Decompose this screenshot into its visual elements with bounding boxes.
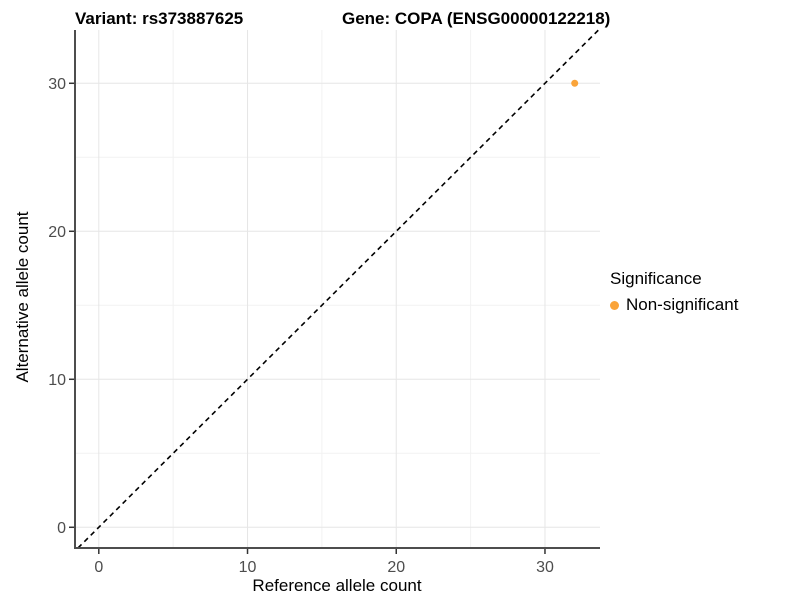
y-axis-title: Alternative allele count <box>13 211 32 383</box>
data-point <box>571 79 579 87</box>
x-tick-label: 30 <box>536 559 554 576</box>
x-tick-label: 20 <box>387 559 405 576</box>
y-tick-label: 30 <box>48 76 66 93</box>
plot-title-gene: Gene: COPA (ENSG00000122218) <box>342 9 611 28</box>
y-tick-label: 10 <box>48 372 66 389</box>
identity-line <box>77 29 600 549</box>
y-tick-label: 20 <box>48 224 66 241</box>
y-tick-label: 0 <box>57 520 66 537</box>
x-axis-title: Reference allele count <box>252 576 422 595</box>
legend-item: Non-significant <box>610 295 738 315</box>
legend-item-label: Non-significant <box>626 295 739 314</box>
legend-title: Significance <box>610 269 702 288</box>
legend-point-icon <box>610 300 619 310</box>
x-tick-label: 10 <box>239 559 257 576</box>
plot-title-variant: Variant: rs373887625 <box>75 9 244 28</box>
plot-panel: 0 10 20 30 0 10 20 30 <box>48 29 600 576</box>
legend: Significance Non-significant <box>610 269 738 315</box>
x-tick-label: 0 <box>94 559 103 576</box>
